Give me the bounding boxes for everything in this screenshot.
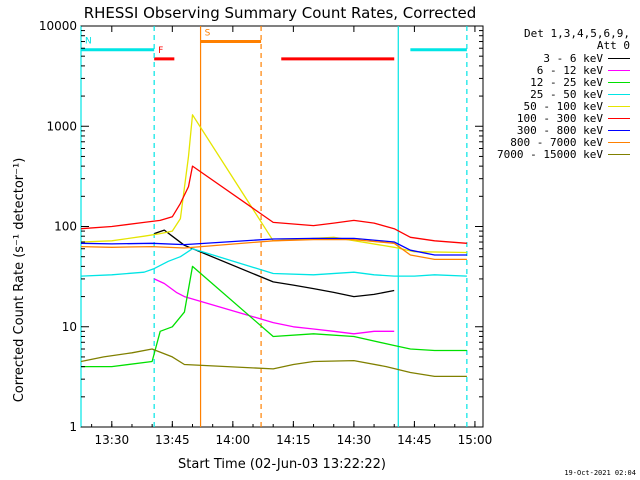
legend-swatch	[608, 141, 630, 143]
legend: Det 1,3,4,5,6,9, Att 0 3 - 6 keV 6 - 12 k…	[480, 27, 630, 161]
legend-entry-6-12-kev: 6 - 12 keV	[480, 63, 630, 77]
x-tick-label-14-15: 14:15	[276, 433, 311, 447]
legend-label: 25 - 50 keV	[530, 87, 603, 101]
band-s-label: S	[205, 29, 211, 39]
band-n-label: N	[85, 37, 92, 47]
series-line-7000-15000-kev	[80, 348, 467, 378]
attenuator-bands: N F S	[81, 29, 467, 61]
generation-timestamp: 19-Oct-2021 02:04	[564, 469, 636, 477]
legend-label: 800 - 7000 keV	[510, 135, 603, 149]
series-line-50-100-kev	[80, 114, 467, 254]
legend-label: 6 - 12 keV	[536, 63, 603, 77]
y-axis: 1 10 100 1000 10000	[39, 19, 483, 434]
x-axis-label: Start Time (02-Jun-03 13:22:22)	[178, 457, 386, 472]
legend-swatch	[608, 117, 630, 119]
x-tick-label-13-45: 13:45	[155, 433, 190, 447]
y-tick-label-10: 10	[62, 320, 77, 334]
legend-label: 300 - 800 keV	[516, 123, 603, 137]
y-tick-label-100: 100	[54, 220, 77, 234]
x-axis: 13:30 13:45 14:00 14:15 14:30 14:45 15:00	[91, 26, 493, 447]
y-axis-label: Corrected Count Rate (s⁻¹ detector⁻¹)	[12, 158, 27, 403]
legend-header-line-1: Det 1,3,4,5,6,9,	[524, 27, 630, 40]
band-f-label: F	[158, 46, 163, 56]
chart-title: RHESSI Observing Summary Count Rates, Co…	[84, 4, 477, 22]
legend-entry-50-100-kev: 50 - 100 keV	[480, 99, 630, 113]
series-line-100-300-kev	[80, 165, 467, 244]
series-line-25-50-kev	[80, 248, 467, 277]
y-tick-label-10000: 10000	[39, 19, 77, 33]
x-tick-label-14-00: 14:00	[216, 433, 251, 447]
legend-swatch	[608, 93, 630, 95]
legend-entry-7000-15000-kev: 7000 - 15000 keV	[480, 147, 630, 161]
x-tick-label-14-30: 14:30	[337, 433, 372, 447]
legend-label: 7000 - 15000 keV	[497, 147, 603, 161]
legend-swatch	[608, 69, 630, 71]
series-line-12-25-kev	[81, 265, 467, 368]
x-tick-label-13-30: 13:30	[95, 433, 130, 447]
legend-entries: 3 - 6 keV 6 - 12 keV 12 - 25 keV 25 - 50 ke…	[480, 51, 630, 161]
series-line-300-800-kev	[80, 237, 467, 256]
x-tick-label-15-00: 15:00	[458, 433, 493, 447]
legend-label: 3 - 6 keV	[543, 51, 603, 65]
legend-swatch	[608, 129, 630, 131]
y-tick-label-1: 1	[69, 420, 77, 434]
y-tick-label-1000: 1000	[46, 119, 77, 133]
legend-swatch	[608, 57, 630, 59]
legend-entry-800-7000-kev: 800 - 7000 keV	[480, 135, 630, 149]
legend-entry-12-25-kev: 12 - 25 keV	[480, 75, 630, 89]
legend-swatch	[608, 105, 630, 107]
legend-label: 12 - 25 keV	[530, 75, 603, 89]
legend-label: 50 - 100 keV	[523, 99, 603, 113]
legend-entry-300-800-kev: 300 - 800 keV	[480, 123, 630, 137]
series-line-3-6-kev	[153, 229, 395, 298]
legend-entry-25-50-kev: 25 - 50 keV	[480, 87, 630, 101]
series-group	[80, 114, 467, 378]
x-tick-label-14-45: 14:45	[397, 433, 432, 447]
series-line-6-12-kev	[153, 278, 395, 335]
legend-entry-100-300-kev: 100 - 300 keV	[480, 111, 630, 125]
legend-swatch	[608, 153, 630, 155]
marker-lines	[80, 26, 468, 427]
legend-label: 100 - 300 keV	[516, 111, 603, 125]
series-line-800-7000-kev	[80, 238, 467, 261]
legend-header-line-2: Att 0	[596, 39, 630, 52]
legend-swatch	[608, 81, 630, 83]
legend-entry-3-6-kev: 3 - 6 keV	[480, 51, 630, 65]
